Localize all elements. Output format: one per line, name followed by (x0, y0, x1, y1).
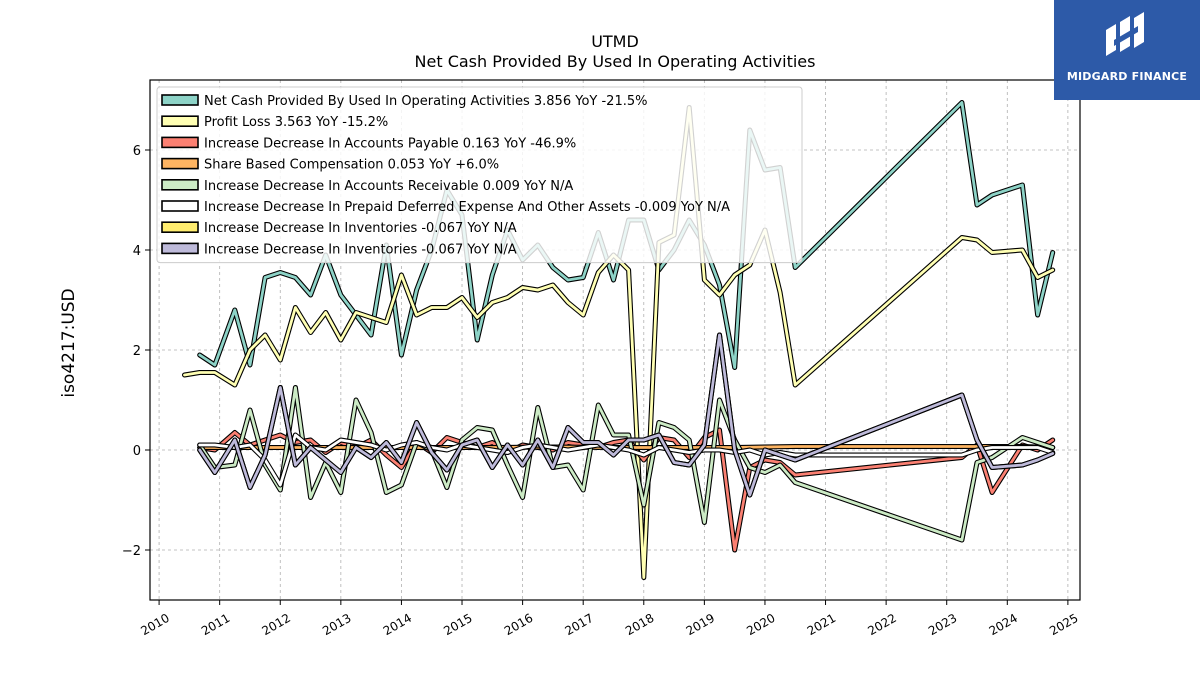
x-tick-label: 2017 (562, 611, 595, 638)
x-tick-label: 2020 (744, 611, 777, 638)
x-tick-label: 2012 (260, 611, 293, 638)
midgard-logo-icon (1106, 12, 1144, 56)
x-tick-label: 2010 (138, 611, 171, 638)
legend-swatch (161, 221, 199, 233)
x-tick-label: 2022 (865, 611, 898, 638)
legend-swatch (161, 179, 199, 191)
legend-box (156, 86, 803, 264)
x-tick-label: 2023 (926, 611, 959, 638)
legend-entry: Increase Decrease In Inventories -0.067 … (204, 221, 517, 236)
brand-name: MIDGARD FINANCE (1066, 70, 1188, 83)
legend-entry: Share Based Compensation 0.053 YoY +6.0% (204, 158, 499, 173)
x-tick-label: 2025 (1047, 611, 1080, 638)
series-8 (197, 332, 1056, 498)
chart-subtitle: Net Cash Provided By Used In Operating A… (415, 52, 816, 71)
x-tick-label: 2016 (502, 611, 535, 638)
y-tick-label: 6 (133, 144, 141, 159)
chart-title: UTMD (591, 32, 639, 51)
y-axis-label: iso4217:USD (59, 288, 79, 397)
plot-area (149, 79, 1081, 601)
y-tick-label: −2 (122, 544, 141, 559)
x-tick-label: 2019 (684, 611, 717, 638)
brand-logo: MIDGARD FINANCE (1054, 0, 1200, 100)
series-line (198, 333, 1055, 497)
legend-entry: Net Cash Provided By Used In Operating A… (204, 94, 647, 109)
legend-entry: Increase Decrease In Accounts Receivable… (204, 179, 573, 194)
x-tick-label: 2014 (381, 611, 414, 638)
legend-swatch (161, 136, 199, 149)
legend-entry: Increase Decrease In Inventories -0.067 … (204, 242, 517, 257)
legend: Net Cash Provided By Used In Operating A… (156, 86, 803, 264)
legend-entry: Increase Decrease In Accounts Payable 0.… (204, 136, 576, 151)
x-tick-label: 2013 (320, 611, 353, 638)
legend-entry: Increase Decrease In Prepaid Deferred Ex… (204, 200, 730, 215)
y-tick-label: 4 (133, 244, 141, 259)
x-tick-label: 2011 (199, 611, 232, 638)
y-tick-label: 0 (133, 444, 141, 459)
x-tick-label: 2018 (623, 611, 656, 638)
legend-swatch (161, 242, 199, 255)
series-5 (197, 385, 1056, 543)
x-tick-label: 2024 (987, 611, 1020, 638)
y-tick-label: 2 (133, 344, 141, 359)
legend-swatch (161, 157, 199, 170)
legend-swatch (161, 200, 199, 212)
series-line (198, 386, 1055, 542)
legend-swatch (161, 94, 199, 106)
x-tick-label: 2021 (805, 611, 838, 638)
series-group (182, 100, 1056, 580)
x-tick-label: 2015 (441, 611, 474, 638)
legend-swatch (161, 115, 199, 127)
legend-entry: Profit Loss 3.563 YoY -15.2% (204, 115, 388, 130)
